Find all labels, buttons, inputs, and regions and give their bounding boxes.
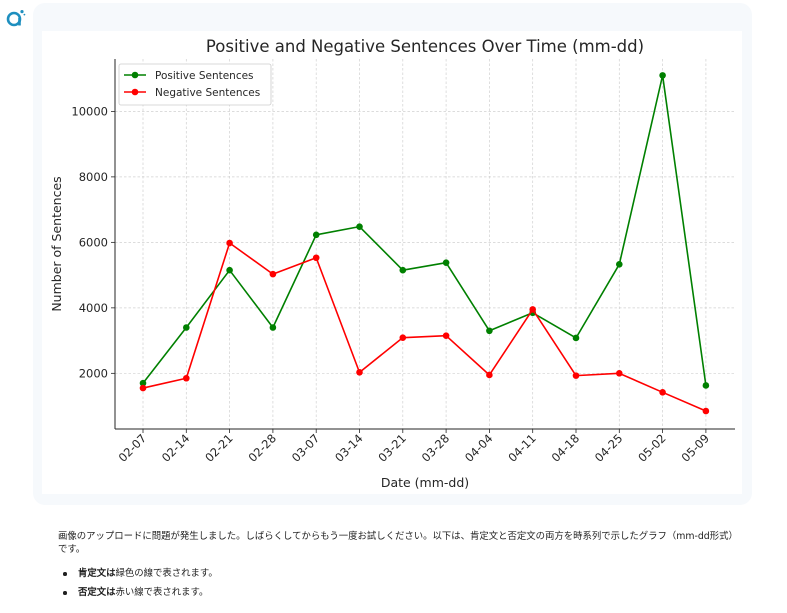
x-tick-label: 02-14 <box>159 431 193 465</box>
assistant-logo-icon <box>6 10 26 27</box>
y-tick-label: 4000 <box>79 301 108 315</box>
negative-data-point <box>486 371 493 379</box>
bullet-positive-strong: 肯定文は <box>78 568 116 579</box>
assistant-message: 画像のアップロードに問題が発生しました。しばらくしてからもう一度お試しください。… <box>58 530 738 605</box>
message-bullet-list: 肯定文は緑色の線で表されます。 否定文は赤い線で表されます。 <box>58 567 738 599</box>
positive-data-point <box>356 223 363 230</box>
bullet-positive-text: 緑色の線で表されます。 <box>115 568 218 579</box>
legend-frame <box>118 63 272 106</box>
chart-svg: 02-07 02-14 02-21 02-28 03-07 03-14 03-21 03-28… <box>49 37 735 490</box>
message-paragraph: 画像のアップロードに問題が発生しました。しばらくしてからもう一度お試しください。… <box>58 531 738 555</box>
y-tick-label: 2000 <box>79 366 108 380</box>
axes: 02-07 02-14 02-21 02-28 03-07 03-14 03-21 03-28… <box>71 59 735 465</box>
grid-lines <box>115 59 735 429</box>
x-tick-label: 02-21 <box>202 431 236 465</box>
positive-data-point <box>486 327 493 335</box>
positive-data-point <box>572 334 580 342</box>
x-tick-label: 02-07 <box>116 431 150 465</box>
negative-data-point <box>659 389 666 396</box>
chart-title: Positive and Negative Sentences Over Tim… <box>206 37 644 56</box>
negative-data-point <box>356 369 363 376</box>
negative-data-point <box>616 370 623 377</box>
bullet-negative-strong: 否定文は <box>78 587 116 598</box>
bullet-negative-text: 赤い線で表されます。 <box>115 587 209 598</box>
bullet-negative: 否定文は赤い線で表されます。 <box>63 586 738 599</box>
positive-data-point <box>442 259 450 266</box>
positive-data-point <box>312 231 320 239</box>
y-tick-label: 8000 <box>79 170 108 184</box>
positive-data-point <box>269 324 277 331</box>
negative-data-point <box>312 254 320 262</box>
legend-negative-marker <box>131 88 139 96</box>
positive-data-point <box>659 72 666 79</box>
negative-data-point <box>702 407 710 415</box>
positive-data-point <box>616 261 623 268</box>
legend: Positive Sentences Negative Sentences <box>118 63 272 106</box>
y-axis-label: Number of Sentences <box>49 176 64 311</box>
x-tick-label: 02-28 <box>245 431 279 465</box>
negative-data-point <box>529 306 536 313</box>
positive-data-point <box>702 382 710 389</box>
series <box>139 72 710 415</box>
legend-positive-marker <box>131 71 139 79</box>
x-tick-label: 04-04 <box>462 431 496 465</box>
positive-data-point <box>226 266 233 274</box>
negative-series-line <box>142 242 707 412</box>
y-tick-label: 10000 <box>71 104 108 118</box>
positive-series-line <box>142 74 707 386</box>
positive-data-point <box>399 266 407 274</box>
x-tick-label: 03-14 <box>332 431 366 465</box>
x-tick-label: 04-25 <box>592 431 626 465</box>
negative-data-point <box>183 374 190 382</box>
x-tick-label: 04-11 <box>505 431 539 465</box>
x-axis-label: Date (mm-dd) <box>381 475 469 490</box>
positive-data-point <box>183 324 190 331</box>
negative-data-point <box>269 270 277 278</box>
x-tick-label: 03-07 <box>289 431 323 465</box>
negative-data-point <box>226 239 233 247</box>
negative-data-point <box>139 384 147 392</box>
x-tick-label: 05-09 <box>678 431 712 465</box>
bullet-positive: 肯定文は緑色の線で表されます。 <box>63 567 738 580</box>
negative-data-point <box>399 334 407 341</box>
line-chart: 02-07 02-14 02-21 02-28 03-07 03-14 03-21 03-28… <box>42 31 742 494</box>
x-tick-label: 04-18 <box>549 431 583 465</box>
legend-positive-label: Positive Sentences <box>155 70 254 82</box>
y-tick-label: 6000 <box>79 235 108 249</box>
x-tick-label: 05-02 <box>635 431 669 465</box>
positive-data-point <box>139 379 147 387</box>
negative-data-point <box>572 372 580 379</box>
x-tick-label: 03-28 <box>419 431 453 465</box>
negative-data-point <box>442 332 450 339</box>
x-tick-label: 03-21 <box>375 431 409 465</box>
legend-negative-label: Negative Sentences <box>155 87 260 99</box>
